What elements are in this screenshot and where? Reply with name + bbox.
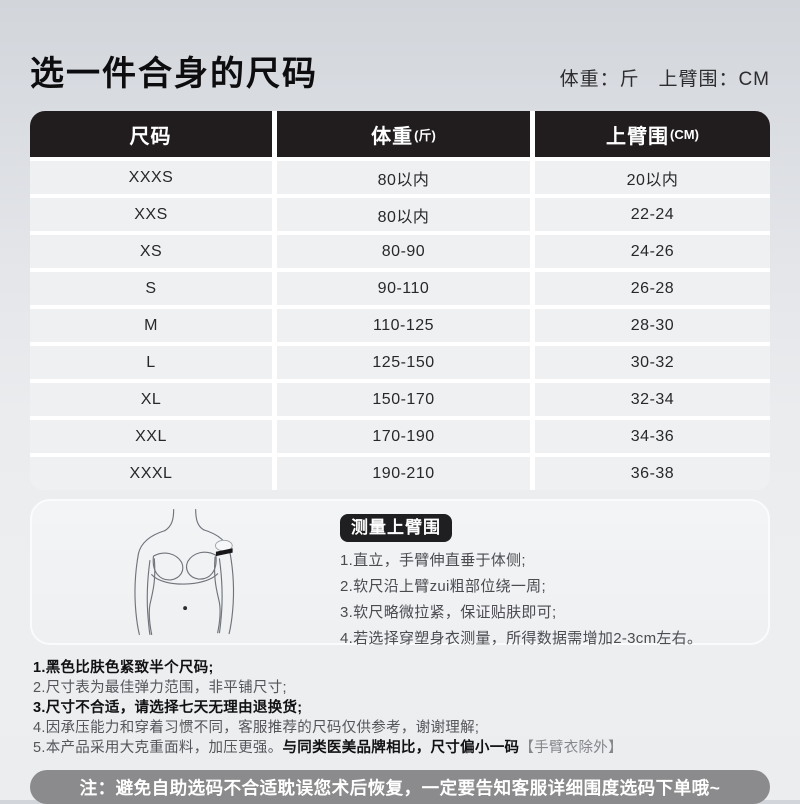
size-cell: XXL [30,420,272,453]
header-cell-size: 尺码 [30,111,272,157]
torso-illustration-svg [134,508,235,636]
note-4: 4.因承压能力和穿着习惯不同，客服推荐的尺码仅供参考，谢谢理解; [33,720,480,736]
footer-notice-text: 注：避免自助选码不合适耽误您术后恢复，一定要告知客服详细围度选码下单哦~ [79,777,721,798]
measure-step: 2.软尺沿上臂zui粗部位绕一周; [340,578,546,595]
arm-cell: 22-24 [535,198,770,231]
weight-cell: 125-150 [277,346,530,379]
table-row: XXXS 80以内 20以内 [30,161,770,194]
size-cell: M [30,309,272,342]
note-3: 3.尺寸不合适，请选择七天无理由退换货; [33,700,303,716]
arm-cell: 26-28 [535,272,770,305]
size-cell: XXXS [30,161,272,194]
weight-cell: 110-125 [277,309,530,342]
size-cell: XS [30,235,272,268]
weight-cell: 80以内 [277,198,530,231]
header: 选一件合身的尺码 体重：斤 上臂围：CM [30,0,770,96]
torso-measurement-figure [32,501,340,643]
note-5: 5.本产品采用大克重面料，加压更强。与同类医美品牌相比，尺寸偏小一码【手臂衣除外… [33,740,623,756]
size-cell: L [30,346,272,379]
weight-cell: 90-110 [277,272,530,305]
size-cell: XXXL [30,457,272,490]
table-row: XXXL 190-210 36-38 [30,457,770,490]
arm-cell: 24-26 [535,235,770,268]
page-title: 选一件合身的尺码 [30,55,318,93]
table-row: L 125-150 30-32 [30,346,770,379]
weight-cell: 190-210 [277,457,530,490]
weight-cell: 170-190 [277,420,530,453]
header-cell-weight: 体重 (斤) [277,111,530,157]
weight-cell: 150-170 [277,383,530,416]
arm-cell: 30-32 [535,346,770,379]
size-cell: XL [30,383,272,416]
table-header-row: 尺码 体重 (斤) 上臂围 (CM) [30,111,770,157]
note-1: 1.黑色比肤色紧致半个尺码; [33,660,214,676]
size-cell: S [30,272,272,305]
measure-step: 4.若选择穿塑身衣测量，所得数据需增加2-3cm左右。 [340,630,703,647]
notes-list: 1.黑色比肤色紧致半个尺码; 2.尺寸表为最佳弹力范围，非平铺尺寸; 3.尺寸不… [30,658,770,758]
measure-step: 1.直立，手臂伸直垂于体侧; [340,552,526,569]
header-cell-arm: 上臂围 (CM) [535,111,770,157]
measure-step: 3.软尺略微拉紧，保证贴肤即可; [340,604,557,621]
table-row: XXL 170-190 34-36 [30,420,770,453]
arm-cell: 28-30 [535,309,770,342]
footer-notice-bar: 注：避免自助选码不合适耽误您术后恢复，一定要告知客服详细围度选码下单哦~ [30,770,770,804]
arm-cell: 36-38 [535,457,770,490]
size-table: 尺码 体重 (斤) 上臂围 (CM) XXXS 80以内 20以内 XXS 80以内… [30,111,770,490]
measure-steps: 1.直立，手臂伸直垂于体侧; 2.软尺沿上臂zui粗部位绕一周; 3.软尺略微拉… [340,548,768,652]
weight-cell: 80以内 [277,161,530,194]
weight-cell: 80-90 [277,235,530,268]
size-cell: XXS [30,198,272,231]
arm-cell: 32-34 [535,383,770,416]
table-row: M 110-125 28-30 [30,309,770,342]
table-row: XL 150-170 32-34 [30,383,770,416]
navel-dot [183,606,188,611]
table-row: S 90-110 26-28 [30,272,770,305]
units-note: 体重：斤 上臂围：CM [559,69,770,90]
arm-cell: 20以内 [535,161,770,194]
table-row: XS 80-90 24-26 [30,235,770,268]
arm-cell: 34-36 [535,420,770,453]
arm-band-marker [215,548,233,557]
note-2: 2.尺寸表为最佳弹力范围，非平铺尺寸; [33,680,287,696]
measurement-box: 测量上臂围 1.直立，手臂伸直垂于体侧; 2.软尺沿上臂zui粗部位绕一周; 3… [30,499,770,647]
measurement-instructions: 测量上臂围 1.直立，手臂伸直垂于体侧; 2.软尺沿上臂zui粗部位绕一周; 3… [340,501,768,647]
measure-badge: 测量上臂围 [340,514,452,542]
table-row: XXS 80以内 22-24 [30,198,770,231]
